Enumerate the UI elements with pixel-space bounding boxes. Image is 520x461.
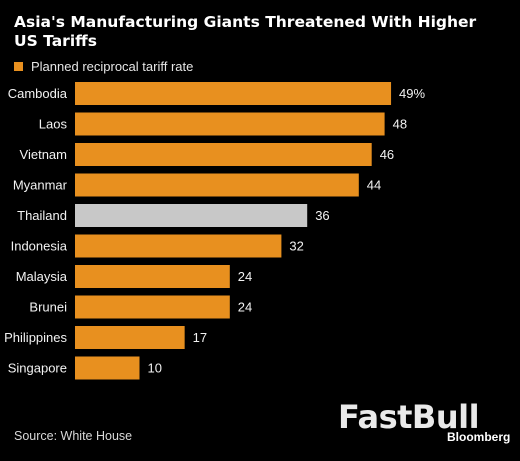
- bar-thailand: [75, 204, 308, 227]
- legend: Planned reciprocal tariff rate: [14, 59, 193, 74]
- bar-laos: [75, 112, 385, 136]
- value-label-indonesia: 32: [289, 239, 303, 254]
- bar-philippines: [75, 326, 185, 349]
- category-label-laos: Laos: [39, 117, 68, 132]
- category-label-vietnam: Vietnam: [20, 147, 67, 162]
- bar-cambodia: [75, 82, 392, 105]
- source-note: Source: White House: [14, 429, 133, 443]
- value-label-myanmar: 44: [367, 178, 381, 193]
- value-label-vietnam: 46: [380, 147, 394, 162]
- value-label-cambodia: 49%: [399, 86, 425, 101]
- watermark: FastBull: [338, 398, 480, 436]
- bar-brunei: [75, 295, 230, 319]
- chart-title: Asia's Manufacturing Giants Threatened W…: [14, 13, 477, 50]
- value-label-malaysia: 24: [238, 269, 252, 284]
- value-label-thailand: 36: [315, 208, 329, 223]
- category-label-philippines: Philippines: [4, 330, 67, 345]
- bar-singapore: [75, 356, 140, 380]
- legend-swatch: [14, 62, 23, 71]
- value-label-laos: 48: [393, 117, 407, 132]
- value-label-singapore: 10: [148, 361, 162, 376]
- bar-indonesia: [75, 234, 282, 258]
- value-label-brunei: 24: [238, 300, 252, 315]
- category-label-singapore: Singapore: [8, 361, 67, 376]
- bar-malaysia: [75, 265, 230, 288]
- brand-logo: Bloomberg: [447, 430, 511, 444]
- category-label-cambodia: Cambodia: [8, 86, 68, 101]
- category-label-indonesia: Indonesia: [11, 239, 68, 254]
- category-label-myanmar: Myanmar: [13, 178, 68, 193]
- bar-vietnam: [75, 143, 372, 166]
- value-label-philippines: 17: [193, 330, 207, 345]
- bar-myanmar: [75, 173, 359, 197]
- category-label-brunei: Brunei: [29, 300, 67, 315]
- legend-label: Planned reciprocal tariff rate: [31, 59, 194, 74]
- category-label-thailand: Thailand: [17, 208, 67, 223]
- category-label-malaysia: Malaysia: [16, 269, 68, 284]
- bar-chart: Cambodia 49% Laos 48 Vietnam 46 Myanmar 44 Thail…: [4, 82, 426, 380]
